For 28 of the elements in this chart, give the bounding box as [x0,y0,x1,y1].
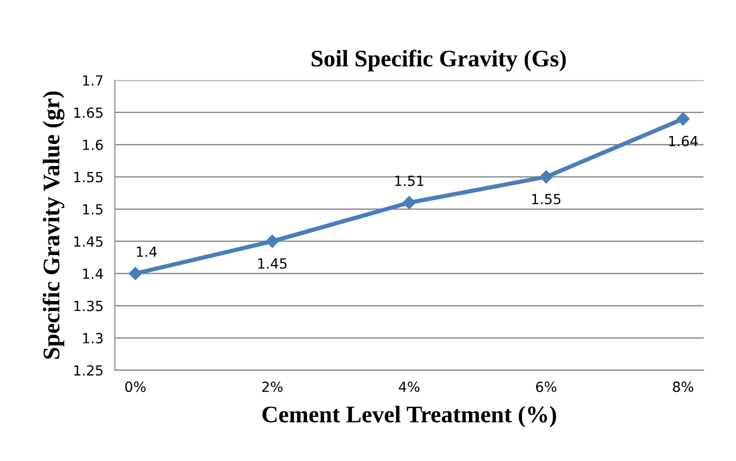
data-label: 1.55 [532,194,560,204]
point [402,196,416,210]
data-label: 1.45 [258,258,287,269]
y-axis-title: Specific Gravity Value (gr) [42,91,64,359]
y-tick-label: 1.4 [83,268,103,279]
data-label: 1.4 [136,246,157,257]
y-tick-label: 1.5 [83,204,102,215]
x-axis-title: Cement Level Treatment (%) [262,406,556,428]
data-label: 1.64 [669,136,698,146]
x-tick-label: 8% [673,382,694,392]
y-tick-label: 1.45 [74,236,102,247]
x-tick-label: 4% [398,382,420,392]
x-tick-label: 6% [536,382,556,392]
y-tick-label: 1.65 [74,107,102,118]
y-tick-label: 1.3 [83,332,103,344]
data-label: 1.51 [395,176,424,186]
point [266,234,279,248]
point [676,112,690,126]
point [540,170,553,184]
y-tick-label: 1.7 [83,75,103,86]
x-tick-label: 0% [125,382,146,392]
y-tick-label: 1.55 [74,172,102,182]
y-tick-label: 1.25 [74,365,102,376]
y-tick-label: 1.6 [83,140,103,150]
y-tick-label: 1.35 [74,300,102,312]
chart-title: Soil Specific Gravity (Gs) [312,50,566,72]
point [128,266,142,280]
x-tick-label: 2% [262,382,283,392]
